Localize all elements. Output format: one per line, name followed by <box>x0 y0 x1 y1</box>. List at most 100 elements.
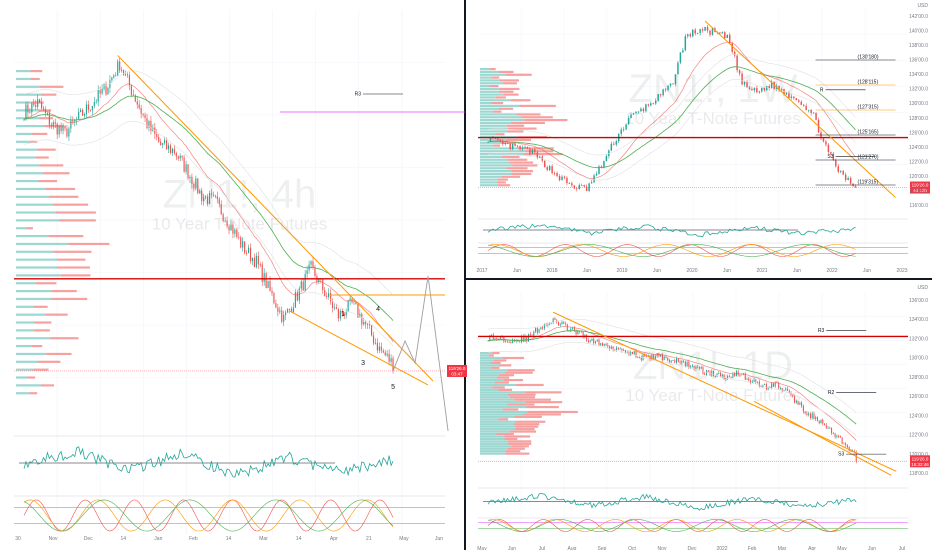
volume-profile-bar <box>498 107 514 110</box>
candle-body <box>723 374 725 379</box>
candle-body <box>589 340 591 342</box>
candle-body <box>768 86 770 88</box>
candle-body <box>721 32 724 34</box>
candle-body <box>622 129 625 131</box>
candle-body <box>845 443 847 446</box>
candle-body <box>816 417 819 421</box>
candle-body <box>679 52 682 63</box>
candle-body <box>167 145 170 150</box>
candle-body <box>631 351 634 354</box>
watermark-symbol: ZN1!, 1D <box>633 344 793 388</box>
x-tick-label: 30 <box>15 536 21 542</box>
candle-body <box>818 420 820 424</box>
candle-body <box>527 334 530 342</box>
candle-body <box>514 143 516 146</box>
candle-body <box>687 34 689 37</box>
candle-body <box>52 122 54 126</box>
x-axis: 30 Nov Dec 14 Jan Feb 14 Mar 14 Apr 21 May Jun <box>15 536 443 542</box>
candle-body <box>838 435 840 437</box>
y-tick-label: 122'00.0 <box>909 433 928 439</box>
y-tick-label: 124'00.0 <box>909 413 928 419</box>
candle-body <box>543 160 546 168</box>
volume-profile-bar <box>16 360 38 363</box>
candle-body <box>657 94 659 101</box>
candle-body <box>310 261 312 265</box>
candle-body <box>587 340 589 342</box>
stochastic-line <box>23 499 394 532</box>
candle-body <box>128 74 131 86</box>
volume-profile-bar <box>493 110 502 113</box>
candle-body <box>183 157 185 172</box>
candle-body <box>504 142 507 144</box>
candle-body <box>650 103 652 106</box>
candle-body <box>718 372 720 374</box>
volume-profile-bar <box>498 90 514 93</box>
candle-body <box>670 360 672 362</box>
candle-body <box>97 90 99 102</box>
x-tick-label: 2019 <box>616 268 627 274</box>
volume-profile-bar <box>480 440 508 443</box>
candle-body <box>328 293 330 297</box>
trendline-lower <box>289 310 429 386</box>
candle-body <box>208 193 211 204</box>
candle-body <box>214 195 216 197</box>
candle-body <box>543 324 545 329</box>
candle-body <box>854 186 857 188</box>
candle-body <box>681 361 683 363</box>
candle-body <box>737 371 739 375</box>
candle-body <box>300 281 302 289</box>
x-tick-label: Jun <box>508 546 516 550</box>
volume-profile-bar <box>480 391 525 394</box>
oscillator-line <box>487 492 857 511</box>
volume-profile-bar <box>480 378 504 382</box>
volume-profile-bar <box>499 87 520 91</box>
volume-profile-bar <box>511 172 532 176</box>
candle-body <box>326 295 328 297</box>
candle-body <box>591 338 593 341</box>
candle-body <box>146 118 148 128</box>
volume-profile-bar <box>516 113 541 116</box>
volume-profile-bar <box>480 113 517 116</box>
x-tick-label: Mar <box>778 546 787 550</box>
candle-body <box>386 353 388 356</box>
volume-profile-bar <box>16 227 27 230</box>
volume-profile-bar <box>505 371 533 374</box>
candle-body <box>693 365 695 370</box>
candle-body <box>33 103 35 106</box>
volume-profile-bar <box>16 140 31 143</box>
trendline-upper <box>704 20 896 198</box>
candle-body <box>175 153 177 157</box>
candle-body <box>809 413 811 418</box>
candle-body <box>372 335 375 344</box>
candle-body <box>770 81 773 88</box>
candle-body <box>189 176 191 179</box>
candle-body <box>23 119 25 121</box>
candle-body <box>378 346 380 351</box>
x-tick-label: Jun <box>868 546 876 550</box>
volume-profile-bar <box>491 102 504 105</box>
candle-body <box>489 335 491 341</box>
volume-profile-bar <box>508 442 532 445</box>
wave-label: 1 <box>341 311 345 318</box>
y-tick-label: 140'00.0 <box>909 29 928 35</box>
volume-profile-bar <box>16 250 54 253</box>
volume-profile-bar <box>497 178 508 181</box>
candle-body <box>771 383 773 388</box>
candle-body <box>705 370 708 375</box>
candle-body <box>506 142 509 144</box>
watermark-symbol: ZN1!, 4h <box>163 172 316 216</box>
y-tick-label: 134'00.0 <box>909 317 928 323</box>
candle-body <box>714 376 716 377</box>
volume-profile-bar <box>38 180 57 183</box>
volume-profile-bar <box>16 101 32 104</box>
candle-body <box>333 307 336 309</box>
candle-body <box>825 141 827 145</box>
candle-body <box>294 292 297 308</box>
x-tick-label: 2023 <box>896 268 907 274</box>
candle-body <box>835 160 837 167</box>
volume-profile-bar <box>509 161 534 164</box>
volume-profile-bar <box>480 401 526 404</box>
candle-body <box>755 379 757 382</box>
volume-profile-bar <box>511 170 533 173</box>
candle-body <box>843 443 845 445</box>
